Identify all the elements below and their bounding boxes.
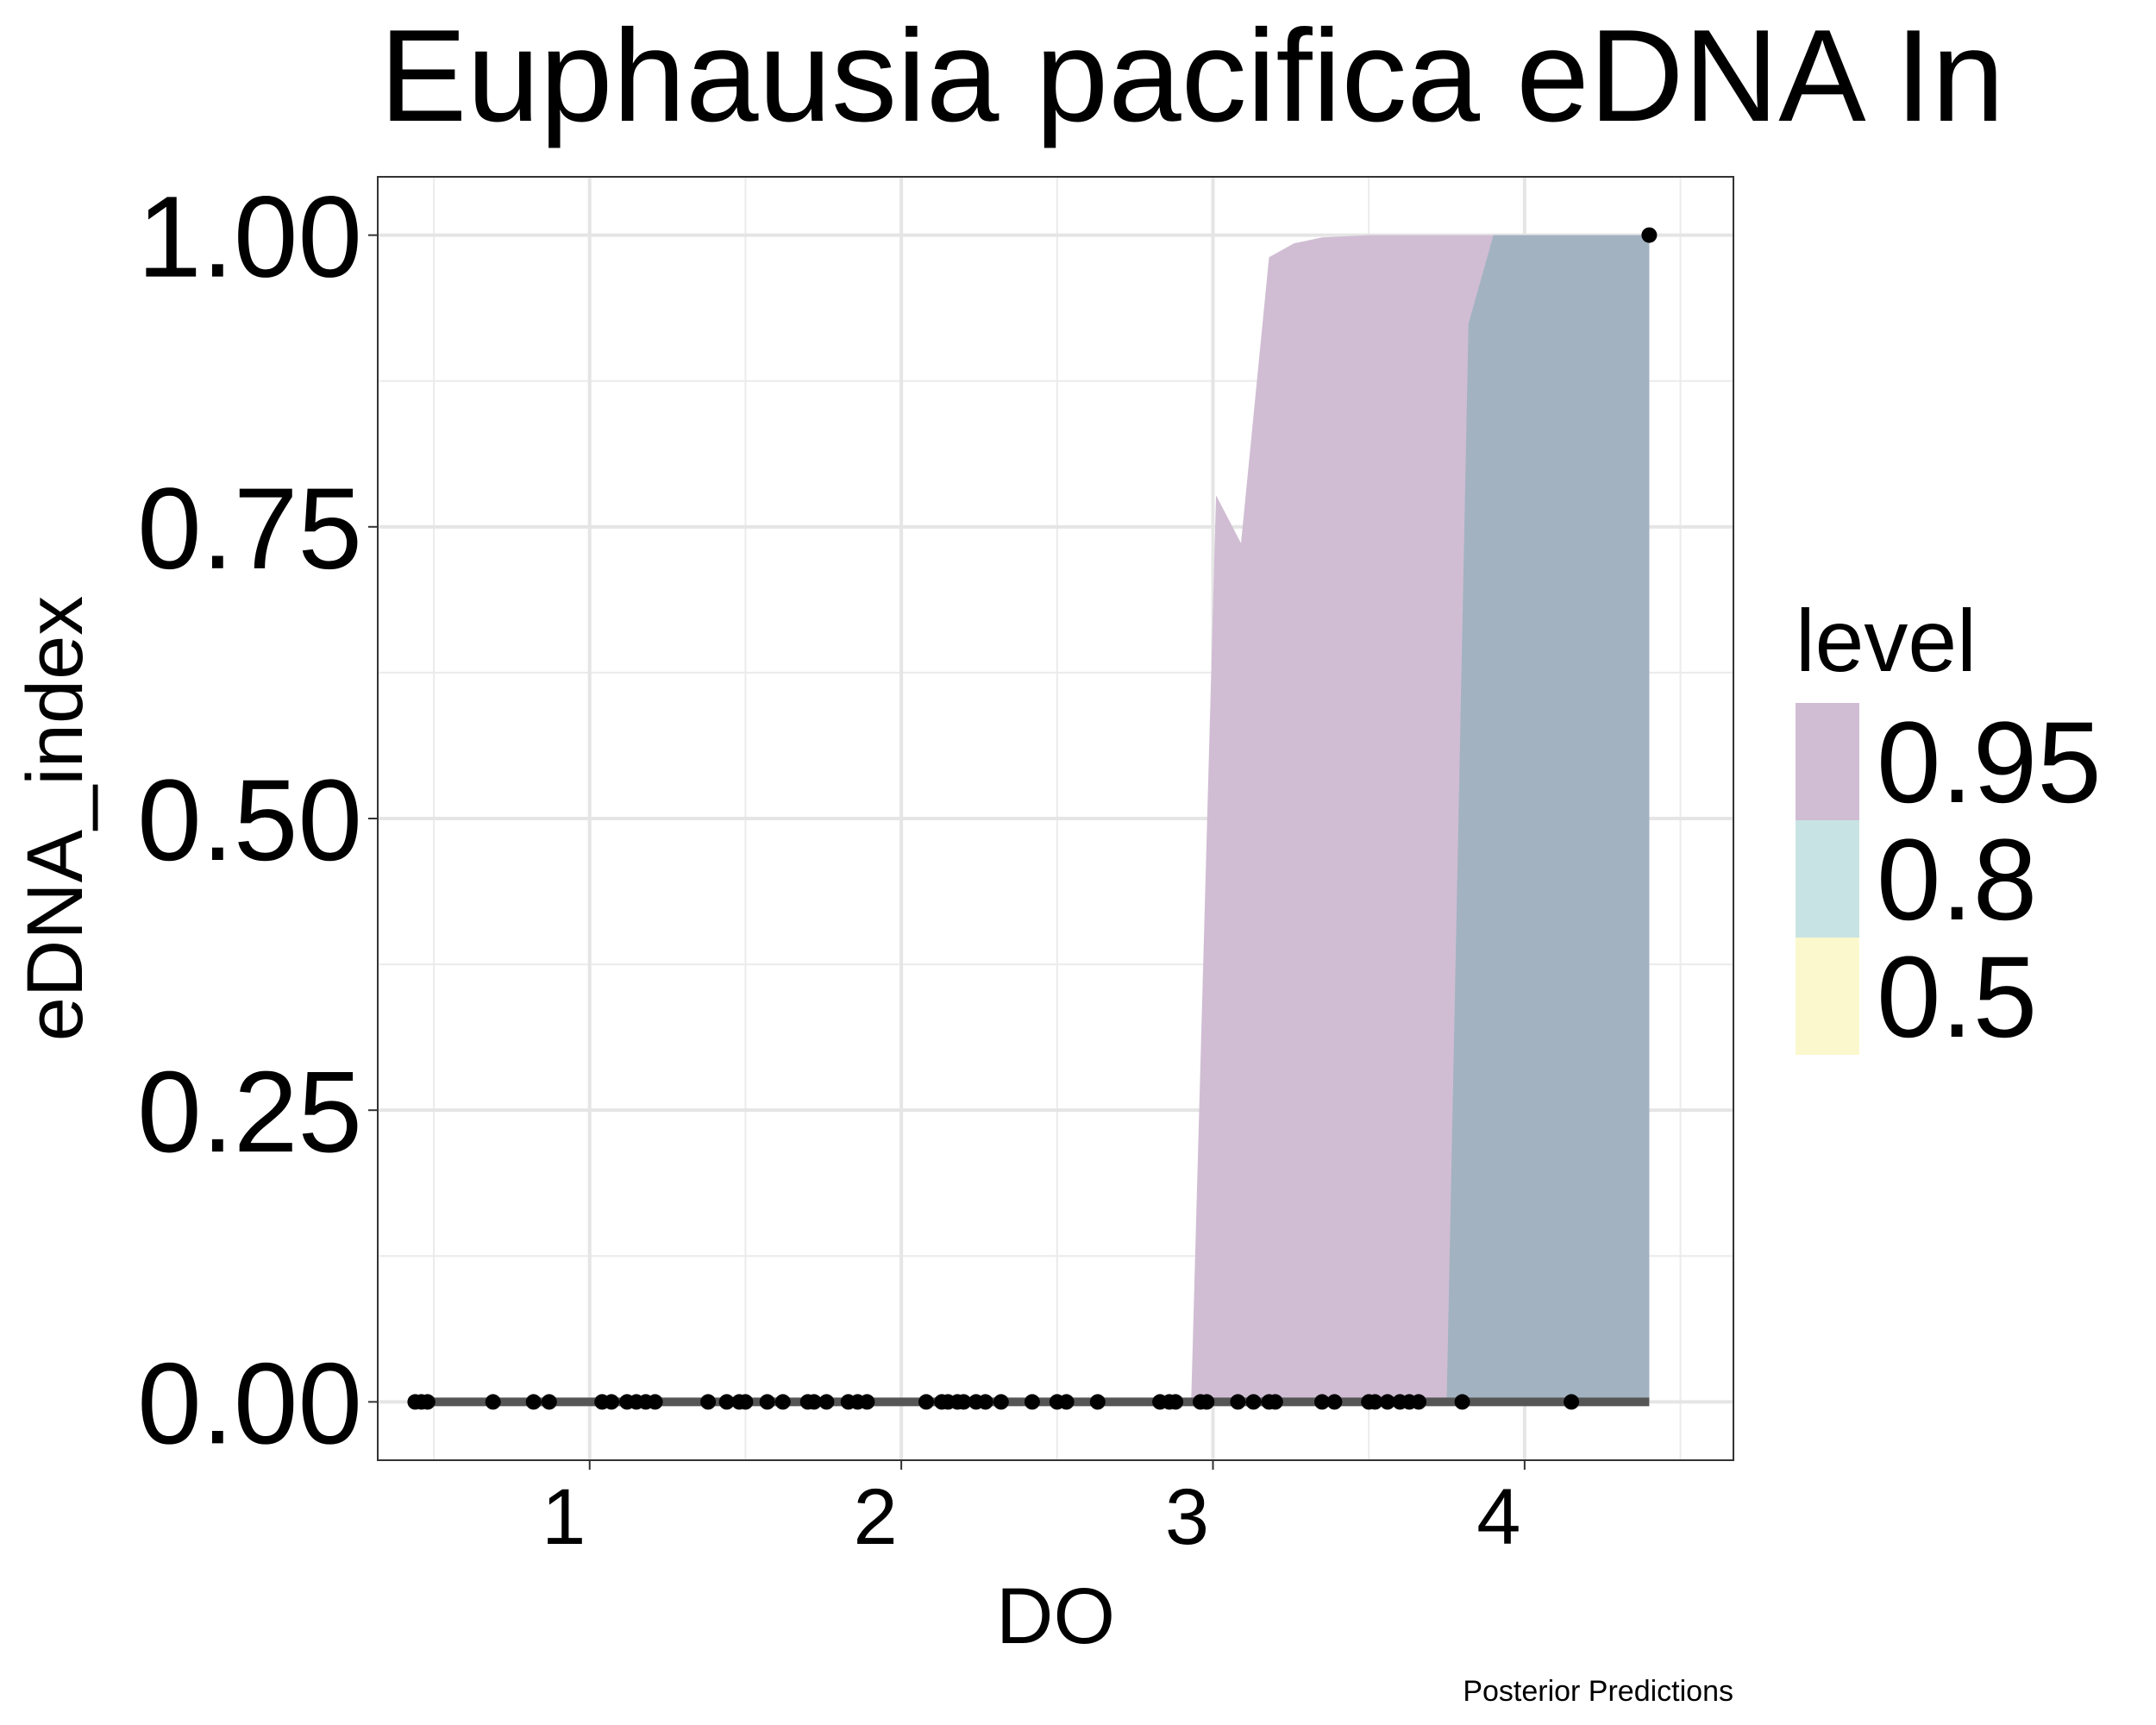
legend: level 0.95 0.8 0.5 [1796,592,2102,1062]
x-tick-label: 1 [542,1473,586,1561]
chart-title: Euphausia pacifica eDNA In [379,3,2004,149]
data-point [977,1394,993,1410]
x-axis-title: DO [996,1572,1115,1660]
data-point [993,1394,1009,1410]
x-tick-label: 3 [1165,1473,1209,1561]
data-point [1245,1394,1262,1410]
y-tick-label: 0.50 [137,756,362,885]
data-point [419,1394,436,1410]
x-axis-ticks: 1 2 3 4 [542,1460,1526,1561]
data-point [1367,1394,1383,1410]
data-point [737,1394,754,1410]
y-tick-label: 1.00 [137,173,362,302]
data-point [1411,1394,1426,1410]
data-point [759,1394,775,1410]
x-tick-label: 4 [1476,1473,1520,1561]
data-point [1089,1394,1106,1410]
legend-title: level [1796,592,1977,690]
data-point [1326,1394,1343,1410]
data-point [774,1394,791,1410]
y-axis-ticks: 0.00 0.25 0.50 0.75 1.00 [137,173,378,1468]
data-point [1267,1394,1283,1410]
legend-label-0-8: 0.8 [1877,816,2037,944]
data-point [1454,1394,1470,1410]
data-point [805,1394,822,1410]
data-point [1379,1394,1395,1410]
data-point [818,1394,835,1410]
data-point [1641,227,1658,243]
data-point [1024,1394,1040,1410]
legend-key-0-8 [1796,820,1859,938]
legend-key-0-5 [1796,938,1859,1055]
data-point [956,1394,972,1410]
legend-key-0-95 [1796,703,1859,820]
y-tick-label: 0.25 [137,1048,362,1176]
data-point [541,1394,557,1410]
data-point [1564,1394,1580,1410]
legend-label-0-95: 0.95 [1877,699,2102,827]
credible-interval-bands [1188,235,1650,1402]
data-point [604,1394,619,1410]
x-tick-label: 2 [854,1473,898,1561]
data-point [1314,1394,1330,1410]
data-point [1230,1394,1246,1410]
data-point [647,1394,663,1410]
data-point [700,1394,717,1410]
legend-label-0-5: 0.5 [1877,933,2037,1062]
data-point [525,1394,542,1410]
y-axis-title: eDNA_index [11,596,99,1042]
y-tick-label: 0.75 [137,465,362,593]
data-point [859,1394,875,1410]
data-point [1168,1394,1184,1410]
band-0-8 [1443,235,1650,1402]
data-point [485,1394,501,1410]
observed-points [407,227,1658,1410]
data-point [1199,1394,1215,1410]
data-point [918,1394,934,1410]
data-point [718,1394,735,1410]
caption: Posterior Predictions [1463,1675,1733,1708]
data-point [1058,1394,1075,1410]
y-tick-label: 0.00 [137,1339,362,1468]
